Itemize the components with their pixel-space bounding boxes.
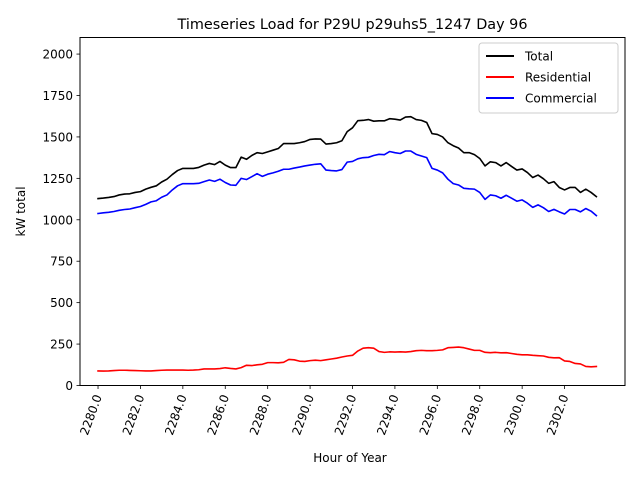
series-line-commercial — [97, 150, 598, 217]
legend: Total Residential Commercial — [478, 42, 619, 114]
legend-label-residential: Residential — [525, 71, 591, 85]
y-tick-label: 750 — [50, 255, 73, 269]
x-axis-title: Hour of Year — [313, 451, 387, 465]
y-tick-label: 1250 — [42, 172, 73, 186]
legend-label-total: Total — [524, 50, 553, 64]
y-tick-label: 2000 — [42, 48, 73, 62]
y-tick-label: 0 — [65, 379, 73, 393]
y-tick-label: 250 — [50, 338, 73, 352]
y-tick-label: 1000 — [42, 213, 73, 227]
series-line-total — [97, 115, 598, 200]
legend-label-commercial: Commercial — [525, 92, 597, 106]
legend-box — [478, 42, 619, 114]
chart-title: Timeseries Load for P29U p29uhs5_1247 Da… — [177, 17, 528, 33]
y-tick-label: 1750 — [42, 89, 73, 103]
plot-frame — [79, 37, 626, 386]
series-line-residential — [97, 346, 598, 372]
y-axis-title: kW total — [14, 186, 28, 236]
y-tick-label: 1500 — [42, 130, 73, 144]
series-layer — [97, 115, 598, 372]
y-tick-label: 500 — [50, 296, 73, 310]
